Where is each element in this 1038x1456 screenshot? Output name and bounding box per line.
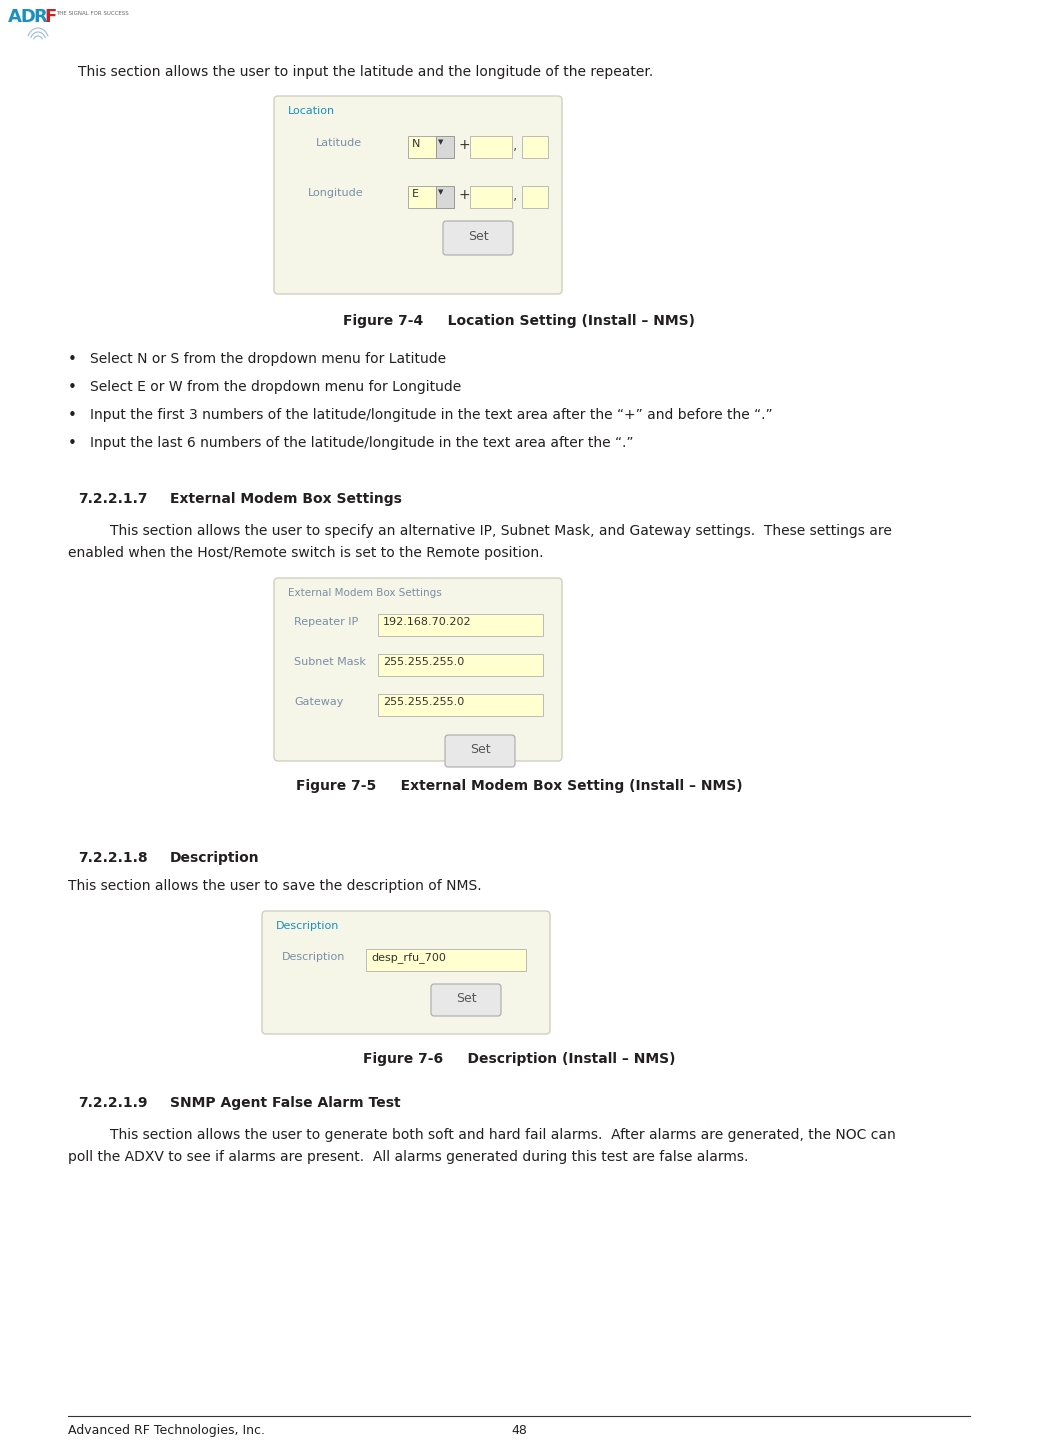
Text: SNMP Agent False Alarm Test: SNMP Agent False Alarm Test (170, 1096, 401, 1109)
Text: ,: , (513, 138, 517, 151)
Bar (436, 135, 454, 159)
FancyBboxPatch shape (262, 911, 550, 1034)
Text: Latitude: Latitude (316, 138, 362, 149)
Text: Location: Location (288, 106, 335, 116)
Text: enabled when the Host/Remote switch is set to the Remote position.: enabled when the Host/Remote switch is s… (69, 546, 544, 561)
Text: Description: Description (276, 922, 339, 930)
Text: THE SIGNAL FOR SUCCESS: THE SIGNAL FOR SUCCESS (56, 12, 129, 16)
Text: •: • (69, 380, 77, 395)
Text: ▼: ▼ (438, 189, 443, 195)
Text: Gateway: Gateway (294, 697, 344, 708)
Text: Description: Description (282, 952, 346, 962)
Text: +: + (458, 188, 469, 202)
Text: ▼: ▼ (438, 138, 443, 146)
Text: External Modem Box Settings: External Modem Box Settings (170, 492, 402, 507)
Text: This section allows the user to specify an alternative IP, Subnet Mask, and Gate: This section allows the user to specify … (110, 524, 892, 539)
Text: This section allows the user to save the description of NMS.: This section allows the user to save the… (69, 879, 482, 893)
Text: 192.168.70.202: 192.168.70.202 (383, 617, 471, 628)
Text: Select E or W from the dropdown menu for Longitude: Select E or W from the dropdown menu for… (90, 380, 461, 395)
Bar (470, 186, 512, 208)
Bar (522, 186, 548, 208)
Text: ,: , (513, 188, 517, 202)
Text: 7.2.2.1.8: 7.2.2.1.8 (78, 850, 147, 865)
Text: Figure 7-4     Location Setting (Install – NMS): Figure 7-4 Location Setting (Install – N… (343, 314, 695, 328)
Text: This section allows the user to generate both soft and hard fail alarms.  After : This section allows the user to generate… (110, 1128, 896, 1142)
FancyBboxPatch shape (274, 96, 562, 294)
Text: 255.255.255.0: 255.255.255.0 (383, 657, 464, 667)
Text: desp_rfu_700: desp_rfu_700 (371, 952, 446, 962)
FancyBboxPatch shape (274, 578, 562, 761)
Text: Set: Set (456, 992, 476, 1005)
Text: Figure 7-6     Description (Install – NMS): Figure 7-6 Description (Install – NMS) (362, 1053, 676, 1066)
Text: 255.255.255.0: 255.255.255.0 (383, 697, 464, 708)
Text: 7.2.2.1.9: 7.2.2.1.9 (78, 1096, 147, 1109)
Bar (522, 135, 548, 159)
Text: •: • (69, 435, 77, 451)
Text: AD: AD (8, 7, 37, 26)
Bar (378, 695, 543, 716)
Text: F: F (44, 7, 56, 26)
Text: Advanced RF Technologies, Inc.: Advanced RF Technologies, Inc. (69, 1424, 265, 1437)
Bar (408, 186, 436, 208)
Bar (408, 135, 436, 159)
Text: +: + (458, 138, 469, 151)
Text: Set: Set (468, 230, 488, 243)
Text: Repeater IP: Repeater IP (294, 617, 358, 628)
Text: 7.2.2.1.7: 7.2.2.1.7 (78, 492, 147, 507)
Bar (378, 654, 543, 676)
Text: 48: 48 (511, 1424, 527, 1437)
Bar (470, 135, 512, 159)
Text: •: • (69, 352, 77, 367)
Text: Input the first 3 numbers of the latitude/longitude in the text area after the “: Input the first 3 numbers of the latitud… (90, 408, 772, 422)
Text: Description: Description (170, 850, 260, 865)
Text: Set: Set (469, 743, 490, 756)
Text: R: R (33, 7, 47, 26)
Text: E: E (412, 189, 419, 199)
Text: Subnet Mask: Subnet Mask (294, 657, 365, 667)
Text: External Modem Box Settings: External Modem Box Settings (288, 588, 442, 598)
Text: Figure 7-5     External Modem Box Setting (Install – NMS): Figure 7-5 External Modem Box Setting (I… (296, 779, 742, 794)
Text: •: • (69, 408, 77, 424)
Text: Longitude: Longitude (308, 188, 363, 198)
Text: Select N or S from the dropdown menu for Latitude: Select N or S from the dropdown menu for… (90, 352, 446, 365)
Bar (436, 186, 454, 208)
Text: This section allows the user to input the latitude and the longitude of the repe: This section allows the user to input th… (78, 66, 653, 79)
FancyBboxPatch shape (431, 984, 501, 1016)
FancyBboxPatch shape (445, 735, 515, 767)
FancyBboxPatch shape (443, 221, 513, 255)
Bar (378, 614, 543, 636)
Text: poll the ADXV to see if alarms are present.  All alarms generated during this te: poll the ADXV to see if alarms are prese… (69, 1150, 748, 1163)
Text: N: N (412, 138, 420, 149)
Text: Input the last 6 numbers of the latitude/longitude in the text area after the “.: Input the last 6 numbers of the latitude… (90, 435, 633, 450)
Bar (366, 949, 526, 971)
